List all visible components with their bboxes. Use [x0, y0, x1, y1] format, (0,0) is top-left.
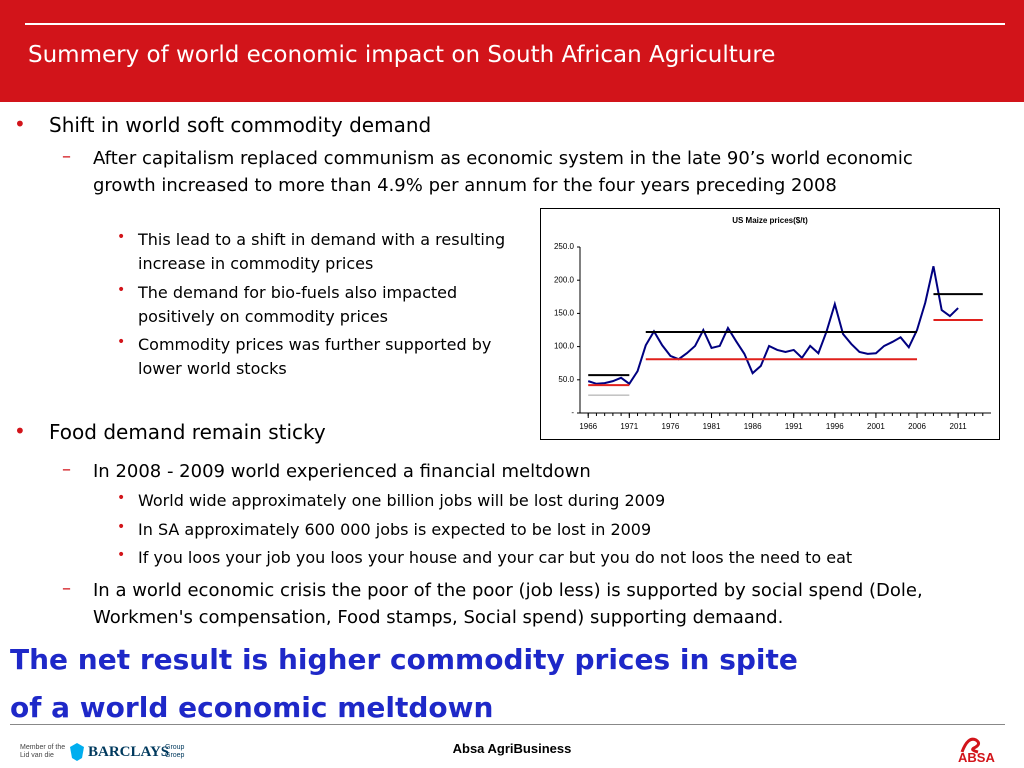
sub-text: In 2008 - 2009 world experienced a finan…: [93, 461, 591, 482]
y-tick-label: 50.0: [558, 375, 574, 384]
bullet: •: [14, 419, 26, 443]
y-tick-label: 100.0: [554, 342, 575, 351]
series-line: [588, 293, 983, 377]
x-tick-label: 1996: [826, 422, 844, 431]
footer-center: Absa AgriBusiness: [452, 741, 572, 756]
bullet-text: Food demand remain sticky: [49, 420, 326, 444]
footer-rule: [10, 724, 1005, 725]
x-tick-label: 1981: [703, 422, 721, 431]
point-bullet: •: [117, 334, 126, 350]
member-text: Member of the Lid van die: [20, 744, 65, 760]
bullet-text: Shift in world soft commodity demand: [49, 113, 432, 137]
absa-mark: [960, 737, 981, 754]
point-bullet: •: [117, 229, 126, 245]
member-line: Member of the: [20, 744, 66, 751]
point-bullet: •: [117, 547, 126, 563]
dash: –: [62, 459, 71, 480]
x-tick-label: 1991: [785, 422, 803, 431]
point-text: In SA approximately 600 000 jobs is expe…: [138, 520, 652, 539]
header-rule: [25, 23, 1005, 25]
point-bullet: •: [117, 519, 126, 535]
x-tick-label: 2006: [908, 422, 926, 431]
y-tick-label: -: [571, 408, 574, 417]
point-text: This lead to a shift in demand with a re…: [138, 230, 506, 273]
x-tick-label: 1986: [744, 422, 762, 431]
point-text: The demand for bio-fuels also impacted p…: [138, 283, 458, 326]
absa-logo: ABSA: [958, 750, 995, 765]
x-tick-label: 2001: [867, 422, 885, 431]
group-text: Group Groep: [165, 744, 184, 760]
header-band: [0, 0, 1024, 102]
absa-swirl: [960, 737, 981, 754]
conclusion-line: The net result is higher commodity price…: [10, 643, 798, 676]
member-line: Lid van die: [20, 752, 54, 759]
point-bullet: •: [117, 282, 126, 298]
group-line: Groep: [165, 752, 185, 759]
point-text: Commodity prices was further supported b…: [138, 335, 492, 378]
group-line: Group: [165, 744, 185, 751]
bullet: •: [14, 112, 26, 136]
y-tick-label: 200.0: [554, 275, 575, 284]
chart-frame: [540, 208, 1000, 440]
chart: US Maize prices($/t) - 50.0 100.0 150.0 200.…: [540, 208, 1000, 440]
barclays-eagle: [70, 743, 84, 761]
x-tick-label: 2011: [950, 422, 968, 431]
dash: –: [62, 146, 71, 167]
chart-title: US Maize prices($/t): [732, 216, 808, 225]
slide-title: Summery of world economic impact on Sout…: [28, 42, 776, 68]
point-bullet: •: [117, 490, 126, 506]
x-tick-label: 1966: [579, 422, 597, 431]
eagle-shape: [70, 743, 84, 761]
sub-text: In a world economic crisis the poor of t…: [93, 580, 923, 628]
conclusion-line: of a world economic meltdown: [10, 691, 494, 724]
x-tick-label: 1971: [620, 422, 638, 431]
y-tick-label: 250.0: [554, 242, 575, 251]
point-text: If you loos your job you loos your house…: [138, 548, 853, 567]
point-text: World wide approximately one billion job…: [138, 491, 666, 510]
series-line: [588, 319, 983, 387]
x-tick-label: 1976: [662, 422, 680, 431]
brand: BARCLAYS: [88, 744, 170, 760]
dash: –: [62, 578, 71, 599]
series-line: [587, 266, 959, 386]
y-tick-label: 150.0: [554, 309, 575, 318]
sub-text: After capitalism replaced communism as e…: [93, 148, 913, 196]
